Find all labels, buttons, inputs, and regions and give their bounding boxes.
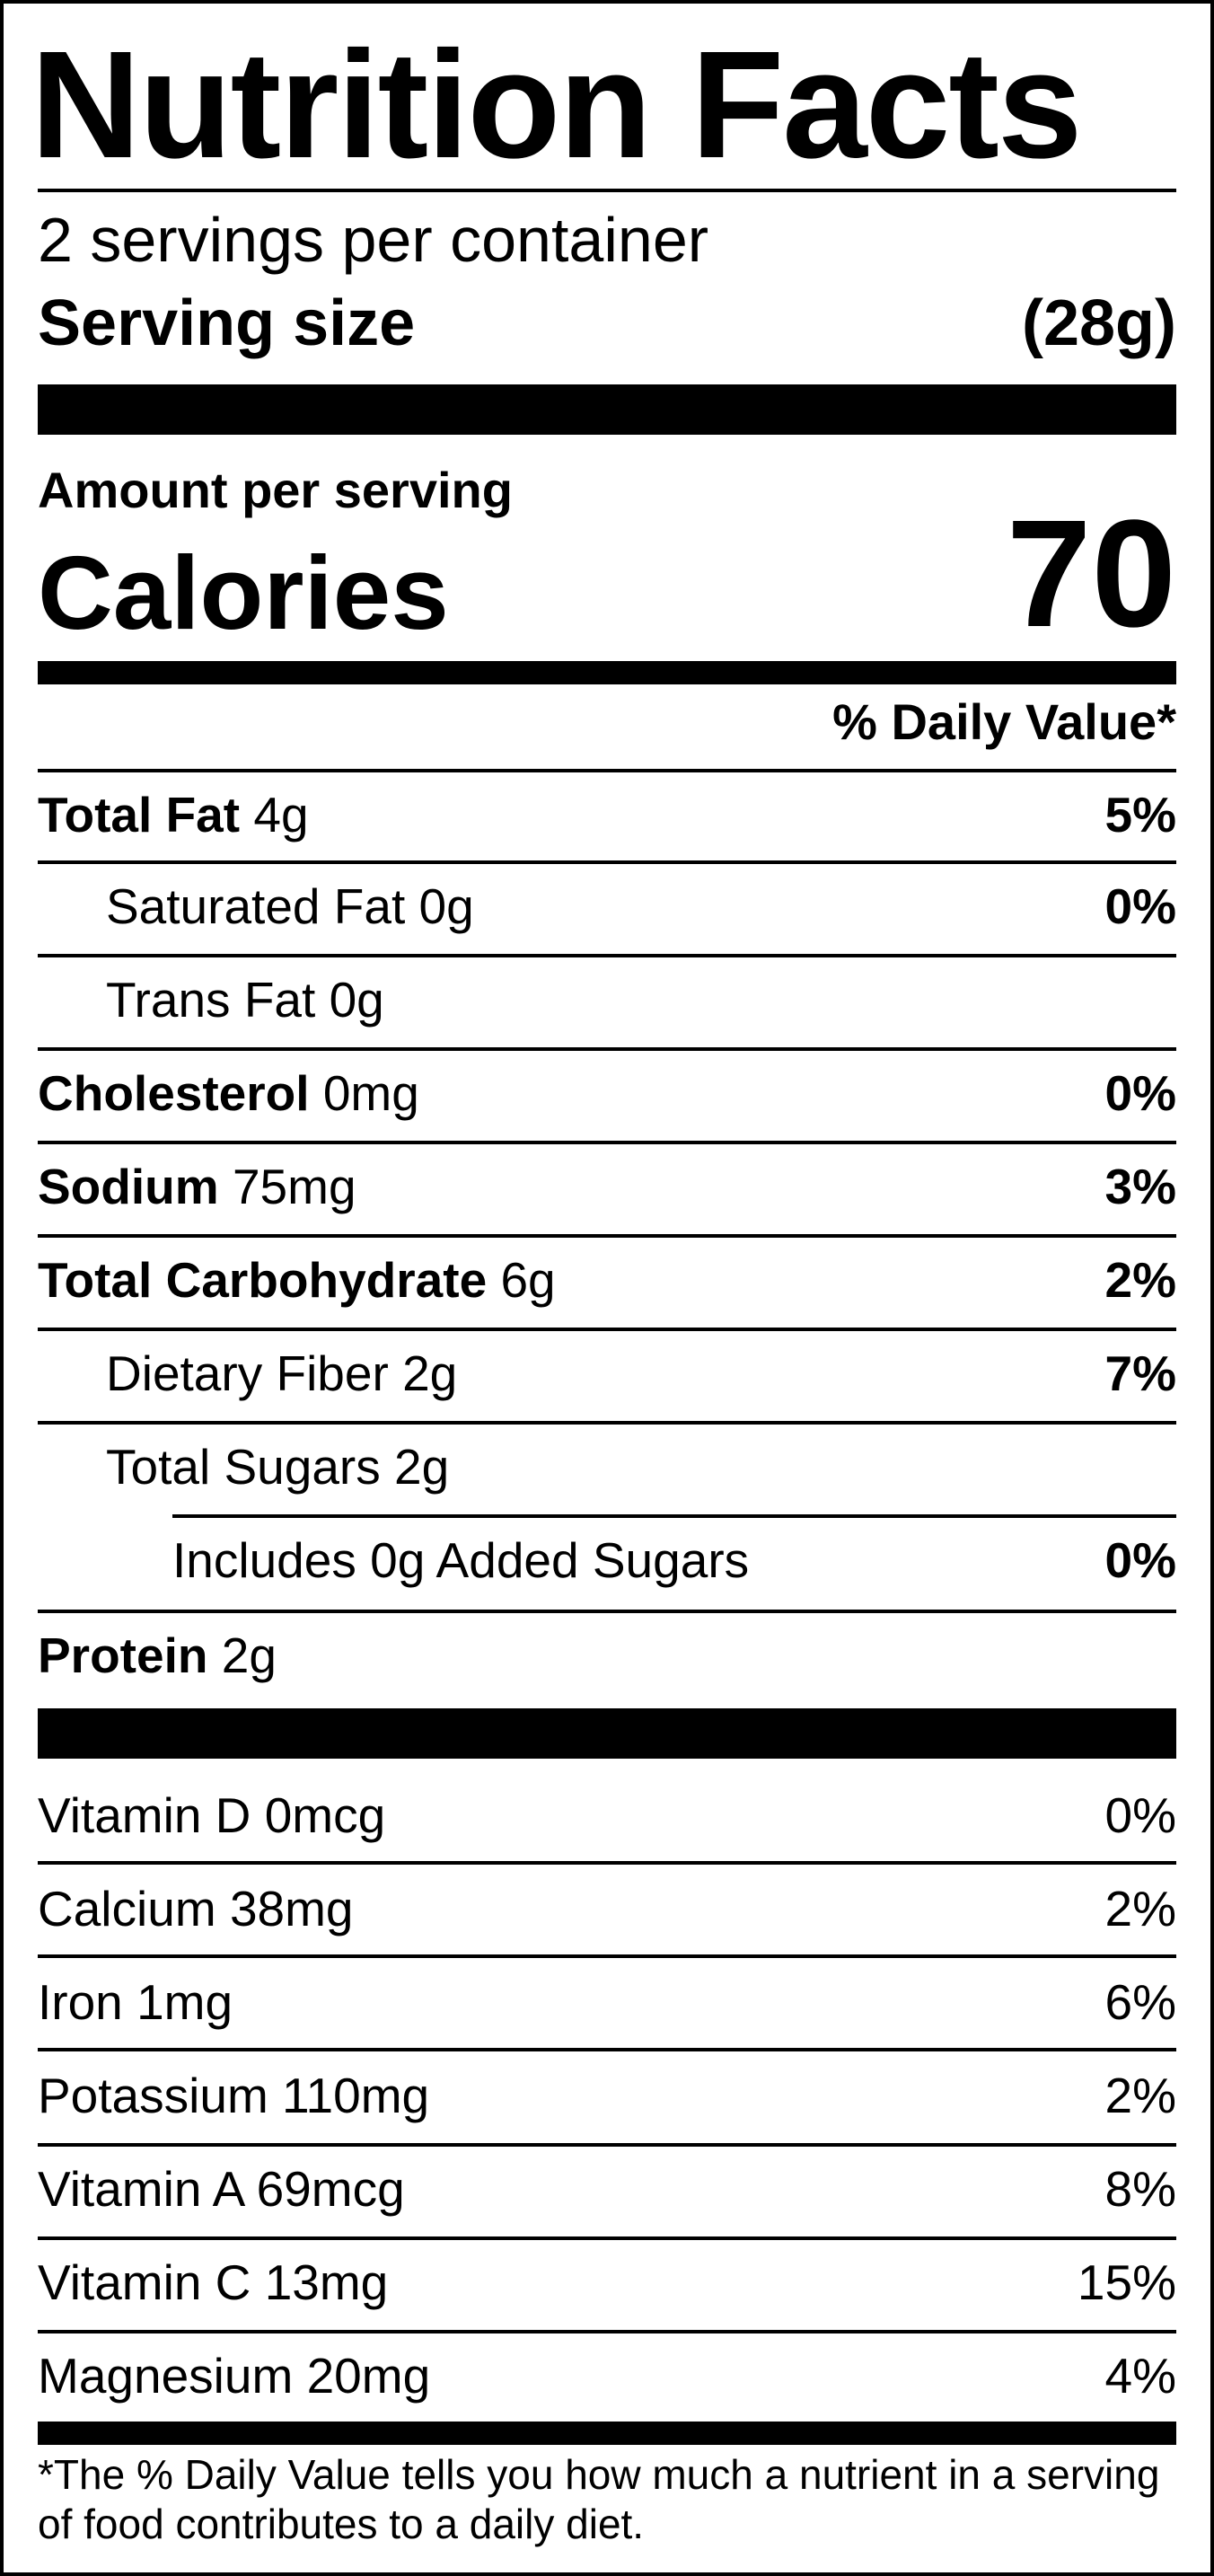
serving-size-value: (28g) — [1021, 287, 1176, 359]
vitamin-name: Magnesium — [38, 2348, 294, 2404]
amount-per-serving: Amount per serving — [38, 462, 513, 518]
nutrient-name: Sodium — [38, 1159, 219, 1214]
vitamin-name: Vitamin A — [38, 2161, 243, 2217]
nutrient-amount: 0g — [329, 972, 384, 1028]
vitamin-name: Calcium — [38, 1881, 216, 1936]
nutrient-amount: 0g — [418, 878, 474, 934]
row-divider — [38, 860, 1176, 864]
nutrient-dv: 3% — [1104, 1159, 1177, 1214]
row-divider — [38, 1610, 1176, 1613]
vitamin-dv: 2% — [1104, 2068, 1177, 2123]
nutrient-amount: 2g — [402, 1345, 458, 1401]
vitamin-amount: 13mg — [264, 2254, 389, 2310]
vitamin-amount: 1mg — [136, 1974, 233, 2030]
vitamin-dv: 15% — [1077, 2254, 1176, 2310]
nutrient-row-trans-fat: Trans Fat 0g — [106, 975, 1176, 1025]
vitamin-dv: 8% — [1104, 2161, 1177, 2217]
vitamin-amount: 38mg — [229, 1881, 354, 1936]
row-divider — [38, 2048, 1176, 2051]
row-divider — [38, 1234, 1176, 1238]
row-divider — [38, 769, 1176, 772]
nutrient-row-total-fat: Total Fat 4g 5% — [38, 790, 1176, 840]
nutrient-name: Cholesterol — [38, 1065, 310, 1121]
calories-label: Calories — [38, 534, 449, 651]
nutrient-row-protein: Protein 2g — [38, 1631, 1176, 1681]
thick-divider-top — [38, 384, 1176, 435]
nutrient-row-total-sugars: Total Sugars 2g — [106, 1442, 1176, 1492]
nutrient-dv: 0% — [1104, 1532, 1177, 1588]
nutrient-dv: 5% — [1104, 787, 1177, 842]
row-divider — [38, 1861, 1176, 1865]
nutrient-name: Protein — [38, 1628, 208, 1683]
nutrient-row-added-sugars: Includes 0g Added Sugars 0% — [172, 1536, 1176, 1585]
vitamin-name: Vitamin C — [38, 2254, 251, 2310]
servings-per-container: 2 servings per container — [38, 205, 709, 275]
row-divider — [38, 954, 1176, 957]
nutrient-amount: 6g — [500, 1252, 556, 1308]
serving-size-row: Serving size (28g) — [38, 291, 1176, 356]
daily-value-footnote: *The % Daily Value tells you how much a … — [38, 2451, 1160, 2548]
nutrient-row-total-carbohydrate: Total Carbohydrate 6g 2% — [38, 1256, 1176, 1305]
nutrient-row-saturated-fat: Saturated Fat 0g 0% — [106, 882, 1176, 931]
vitamin-dv: 6% — [1104, 1974, 1177, 2030]
vitamin-dv: 2% — [1104, 1881, 1177, 1936]
thick-divider-vitamins — [38, 1708, 1176, 1759]
nutrient-dv: 2% — [1104, 1252, 1177, 1308]
row-divider — [38, 2143, 1176, 2147]
nutrient-amount: 2g — [394, 1439, 450, 1495]
row-divider — [38, 1328, 1176, 1331]
vitamin-amount: 69mcg — [256, 2161, 405, 2217]
row-divider — [38, 2236, 1176, 2240]
nutrient-dv: 0% — [1104, 878, 1177, 934]
vitamin-amount: 110mg — [282, 2068, 430, 2123]
nutrient-amount: 2g — [221, 1628, 277, 1683]
vitamin-dv: 4% — [1104, 2348, 1177, 2404]
nutrient-name: Total Carbohydrate — [38, 1252, 488, 1308]
vitamin-row-vitamin-c: Vitamin C 13mg 15% — [38, 2258, 1176, 2307]
vitamin-row-iron: Iron 1mg 6% — [38, 1978, 1176, 2027]
vitamin-name: Iron — [38, 1974, 123, 2030]
calories-value: 70 — [1006, 489, 1176, 659]
vitamin-row-potassium: Potassium 110mg 2% — [38, 2071, 1176, 2121]
added-sugars-divider — [172, 1514, 1176, 1518]
vitamin-row-magnesium: Magnesium 20mg 4% — [38, 2351, 1176, 2401]
nutrient-amount: 75mg — [232, 1159, 356, 1214]
row-divider — [38, 2330, 1176, 2333]
nutrient-row-sodium: Sodium 75mg 3% — [38, 1162, 1176, 1212]
vitamin-amount: 20mg — [306, 2348, 431, 2404]
row-divider — [38, 1047, 1176, 1051]
nutrient-dv: 7% — [1104, 1345, 1177, 1401]
label-title: Nutrition Facts — [31, 20, 1082, 190]
daily-value-header-text: % Daily Value* — [832, 693, 1176, 750]
vitamin-row-calcium: Calcium 38mg 2% — [38, 1884, 1176, 1934]
thick-divider-footnote — [38, 2422, 1176, 2445]
daily-value-header: % Daily Value* — [38, 697, 1176, 747]
calories-row: Calories 70 — [38, 498, 1176, 651]
row-divider — [38, 1421, 1176, 1425]
nutrient-amount: 4g — [253, 787, 309, 842]
serving-size-label: Serving size — [38, 287, 416, 359]
nutrient-dv: 0% — [1104, 1065, 1177, 1121]
vitamin-row-vitamin-a: Vitamin A 69mcg 8% — [38, 2165, 1176, 2214]
vitamin-dv: 0% — [1104, 1787, 1177, 1843]
nutrient-name: Includes 0g Added Sugars — [172, 1532, 750, 1588]
calories-divider — [38, 661, 1176, 684]
nutrient-name: Trans Fat — [106, 972, 316, 1028]
vitamin-amount: 0mcg — [264, 1787, 386, 1843]
nutrient-row-cholesterol: Cholesterol 0mg 0% — [38, 1069, 1176, 1118]
title-divider — [38, 189, 1176, 192]
vitamin-name: Vitamin D — [38, 1787, 251, 1843]
row-divider — [38, 1141, 1176, 1144]
nutrient-amount: 0mg — [322, 1065, 419, 1121]
row-divider — [38, 1954, 1176, 1958]
nutrient-name: Dietary Fiber — [106, 1345, 389, 1401]
nutrient-row-dietary-fiber: Dietary Fiber 2g 7% — [106, 1349, 1176, 1398]
vitamin-row-vitamin-d: Vitamin D 0mcg 0% — [38, 1791, 1176, 1840]
nutrient-name: Saturated Fat — [106, 878, 406, 934]
vitamin-name: Potassium — [38, 2068, 268, 2123]
nutrient-name: Total Fat — [38, 787, 241, 842]
nutrient-name: Total Sugars — [106, 1439, 381, 1495]
